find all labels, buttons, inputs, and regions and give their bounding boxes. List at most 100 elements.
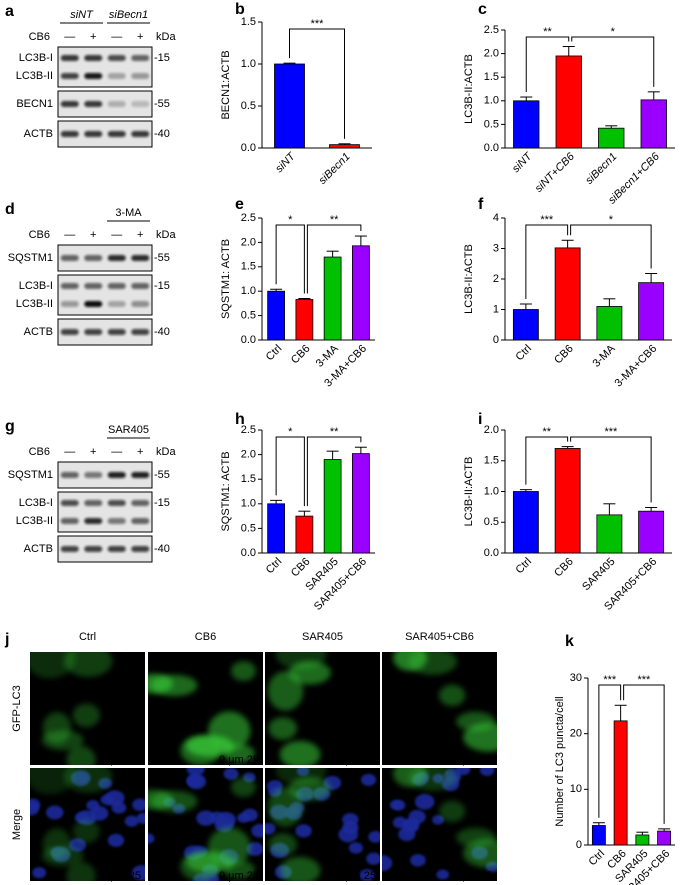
bar xyxy=(274,63,305,149)
nucleus xyxy=(251,823,263,838)
lane-label: + xyxy=(137,31,143,43)
band xyxy=(131,472,150,478)
micrograph: 0 µm 25 xyxy=(265,652,380,766)
band xyxy=(84,546,103,552)
scale-bar: 0 µm 25 xyxy=(219,754,259,766)
scale-bar: 0 µm 25 xyxy=(453,754,493,766)
band xyxy=(84,131,103,137)
protein-label: LC3B-II xyxy=(16,70,53,82)
band xyxy=(60,73,79,79)
bar xyxy=(513,100,540,149)
nucleus xyxy=(342,821,359,835)
cell xyxy=(42,712,72,744)
panel-letter: k xyxy=(565,633,574,650)
significance-bracket xyxy=(275,436,305,507)
protein-label: LC3B-II xyxy=(16,515,53,527)
x-tick-label: 3-MA xyxy=(590,342,618,370)
nucleus xyxy=(246,842,263,856)
lane-group-label: SAR405 xyxy=(108,424,149,436)
kda-marker: -40 xyxy=(154,543,170,555)
y-tick-label: 4 xyxy=(493,212,499,224)
y-tick-label: 20 xyxy=(570,728,582,740)
band xyxy=(60,283,79,289)
lane-group-label: siNT xyxy=(70,9,94,21)
x-tick-label: Ctrl xyxy=(513,556,534,577)
panel-letter: e xyxy=(235,196,244,213)
bar xyxy=(323,256,342,341)
y-tick-label: 0.5 xyxy=(241,100,256,112)
significance-label: *** xyxy=(540,214,554,226)
error-bar xyxy=(519,303,532,310)
row-label: GFP-LC3 xyxy=(11,685,23,731)
band xyxy=(60,329,79,335)
error-bar xyxy=(645,273,658,283)
y-tick-label: 1.0 xyxy=(241,285,256,297)
y-tick-label: 2.0 xyxy=(241,449,256,461)
y-tick-label: 2.0 xyxy=(484,424,499,436)
micrograph-content xyxy=(267,652,331,765)
y-axis-label: BECN1:ACTB xyxy=(220,50,232,119)
band xyxy=(131,518,150,524)
micrograph-content xyxy=(148,768,263,881)
kda-marker: -55 xyxy=(154,252,170,264)
lane-label: — xyxy=(111,229,122,241)
band xyxy=(107,546,126,552)
cell xyxy=(72,819,101,844)
y-tick-label: 0.0 xyxy=(241,334,256,346)
error-bar xyxy=(592,822,605,826)
cell xyxy=(185,735,234,757)
nucleus xyxy=(456,768,471,776)
significance-bracket xyxy=(306,224,362,294)
lane-label: — xyxy=(111,31,122,43)
protein-label: BECN1 xyxy=(16,98,53,110)
lane-group-label: 3-MA xyxy=(115,207,142,219)
column-label: SAR405+CB6 xyxy=(405,631,474,643)
micrograph-content xyxy=(148,661,257,765)
protein-label: LC3B-I xyxy=(19,52,53,64)
x-tick-label: Ctrl xyxy=(264,343,285,364)
band xyxy=(107,55,126,61)
band xyxy=(84,101,103,107)
bar xyxy=(512,491,539,554)
y-tick-label: 0.0 xyxy=(484,142,499,154)
y-axis-label: LC3B-II:ACTB xyxy=(463,457,475,527)
lane-label: — xyxy=(64,446,75,458)
scale-bar: 0 µm 25 xyxy=(453,870,493,882)
protein-label: ACTB xyxy=(24,128,53,140)
unit-label: kDa xyxy=(156,446,176,458)
significance-label: * xyxy=(611,26,616,38)
bar xyxy=(267,503,285,554)
lane-label: — xyxy=(111,446,122,458)
nucleus xyxy=(414,793,435,810)
y-tick-label: 30 xyxy=(570,672,582,684)
micrograph: 0 µm 25 xyxy=(382,768,497,882)
band xyxy=(131,301,150,307)
nucleus xyxy=(186,768,205,777)
bar xyxy=(598,127,625,149)
bar xyxy=(640,99,667,149)
bar xyxy=(267,290,285,341)
y-tick-label: 1.0 xyxy=(241,58,256,70)
band xyxy=(60,500,79,506)
significance-bracket xyxy=(570,224,652,269)
y-tick-label: 0.5 xyxy=(241,522,256,534)
y-tick-label: 1.5 xyxy=(484,455,499,467)
y-tick-label: 0 xyxy=(576,839,582,851)
band xyxy=(107,301,126,307)
micrograph-content xyxy=(265,768,380,881)
protein-label: ACTB xyxy=(24,326,53,338)
cell xyxy=(63,652,113,677)
significance-bracket xyxy=(525,224,569,300)
band xyxy=(131,283,150,289)
y-tick-label: 2.0 xyxy=(484,48,499,60)
band xyxy=(60,546,79,552)
y-tick-label: 0.5 xyxy=(484,118,499,130)
significance-label: * xyxy=(288,214,293,226)
protein-label: LC3B-I xyxy=(19,280,53,292)
blot-frame xyxy=(57,46,153,88)
band xyxy=(107,500,126,506)
unit-label: kDa xyxy=(156,31,176,43)
micrograph: 0 µm 25 xyxy=(265,768,380,882)
cell xyxy=(72,703,101,728)
error-bar xyxy=(354,235,367,246)
